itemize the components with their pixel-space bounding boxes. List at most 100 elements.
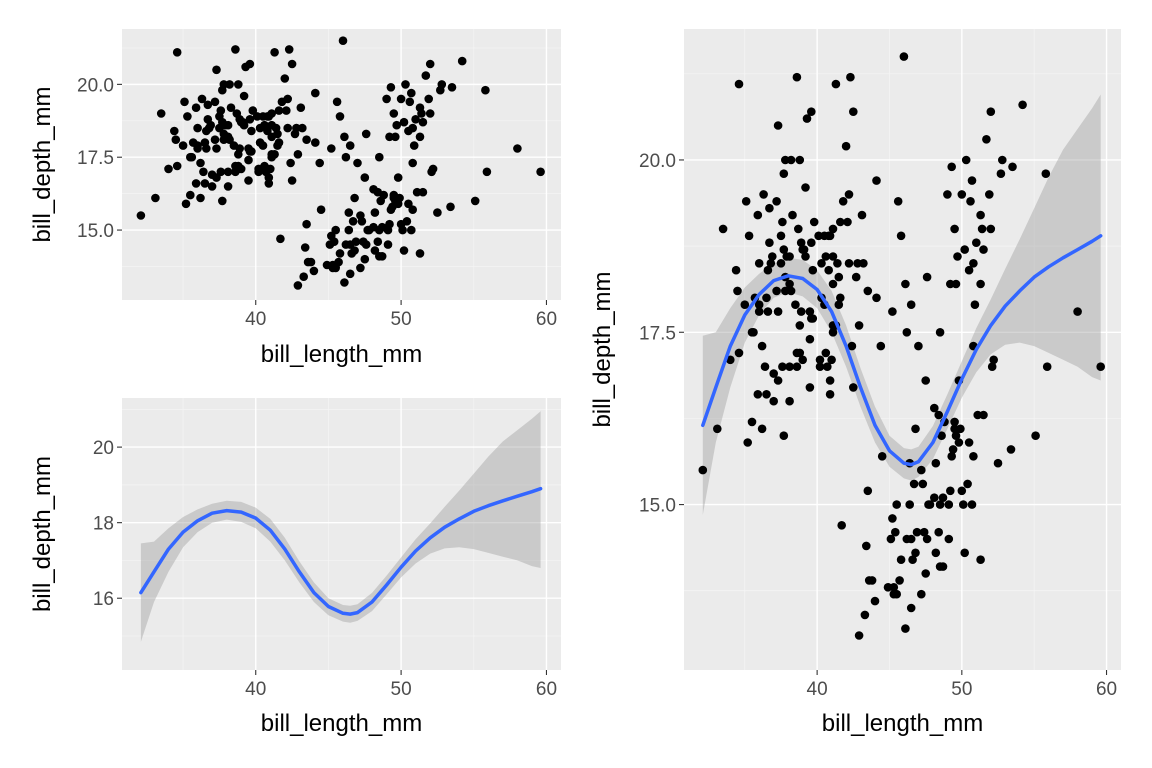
data-point xyxy=(225,135,234,144)
data-point xyxy=(938,562,948,571)
data-point xyxy=(298,123,307,133)
data-point xyxy=(234,80,243,89)
data-point xyxy=(778,362,787,372)
data-point xyxy=(843,217,852,227)
data-point xyxy=(747,417,757,427)
data-point xyxy=(415,132,425,142)
data-point xyxy=(287,176,297,185)
data-point xyxy=(731,265,741,275)
data-point xyxy=(335,249,345,258)
data-point xyxy=(239,120,249,130)
data-point xyxy=(740,300,750,310)
data-point xyxy=(136,211,146,220)
data-point xyxy=(306,257,316,267)
data-point xyxy=(270,48,279,57)
data-point xyxy=(834,300,844,310)
data-point xyxy=(207,182,217,191)
data-point xyxy=(202,144,211,153)
data-point xyxy=(836,217,845,227)
data-point xyxy=(409,141,419,150)
data-point xyxy=(734,79,744,89)
data-point xyxy=(223,182,233,191)
data-point xyxy=(236,164,246,174)
data-point xyxy=(180,97,189,107)
data-point xyxy=(395,193,404,203)
y-tick-label: 15.0 xyxy=(639,496,676,517)
data-point xyxy=(402,217,412,226)
data-point xyxy=(345,269,355,279)
data-point xyxy=(837,521,846,530)
data-point xyxy=(872,293,881,303)
x-axis-title: bill_length_mm xyxy=(261,710,422,737)
data-point xyxy=(947,452,956,461)
data-point xyxy=(316,205,326,214)
data-point xyxy=(851,272,861,282)
data-point xyxy=(282,106,291,115)
data-point xyxy=(815,362,825,372)
data-point xyxy=(247,126,256,136)
data-point xyxy=(801,183,810,192)
data-point xyxy=(172,161,182,171)
data-point xyxy=(934,527,943,537)
data-point xyxy=(821,252,831,261)
data-point xyxy=(833,259,842,268)
data-point xyxy=(733,286,742,296)
data-point xyxy=(191,179,201,188)
data-point xyxy=(921,376,930,385)
data-point xyxy=(834,272,844,282)
data-point xyxy=(231,45,240,54)
data-point xyxy=(765,238,774,247)
data-point xyxy=(181,199,191,209)
data-point xyxy=(950,224,959,234)
data-point xyxy=(457,56,467,66)
data-point xyxy=(908,555,917,564)
data-point xyxy=(212,144,221,153)
data-point xyxy=(948,445,958,454)
data-point xyxy=(391,132,400,142)
data-point xyxy=(772,286,781,296)
data-point xyxy=(425,59,435,69)
data-point xyxy=(785,396,794,406)
data-point xyxy=(757,424,767,434)
data-point xyxy=(967,500,977,509)
data-point xyxy=(247,147,256,156)
data-point xyxy=(982,135,991,144)
x-axis-title: bill_length_mm xyxy=(261,341,422,368)
data-point xyxy=(906,603,916,613)
data-point xyxy=(953,252,962,261)
data-point xyxy=(888,307,897,316)
data-point xyxy=(216,106,226,115)
data-point xyxy=(698,465,708,475)
data-point xyxy=(960,245,969,254)
data-point xyxy=(245,115,255,124)
data-point xyxy=(807,238,816,247)
data-point xyxy=(996,169,1006,178)
data-point xyxy=(331,225,341,235)
data-point xyxy=(361,129,371,139)
data-point xyxy=(344,225,354,235)
data-point xyxy=(838,197,848,206)
data-point xyxy=(922,534,932,544)
data-point xyxy=(270,150,279,159)
data-point xyxy=(836,293,845,303)
data-point xyxy=(223,120,233,130)
data-point xyxy=(315,158,325,168)
data-point xyxy=(870,596,880,606)
data-point xyxy=(969,452,978,461)
data-point xyxy=(428,164,438,174)
data-point xyxy=(375,152,384,162)
data-point xyxy=(817,259,826,268)
data-point xyxy=(773,121,783,130)
x-tick-label: 40 xyxy=(807,679,828,700)
data-point xyxy=(906,300,916,310)
data-point xyxy=(335,112,345,121)
data-point xyxy=(245,59,255,69)
x-tick-label: 60 xyxy=(536,679,557,700)
data-point xyxy=(957,486,967,496)
data-point xyxy=(399,246,409,255)
data-point xyxy=(951,279,961,289)
data-point xyxy=(776,259,786,268)
data-point xyxy=(408,123,418,133)
points xyxy=(136,36,545,290)
